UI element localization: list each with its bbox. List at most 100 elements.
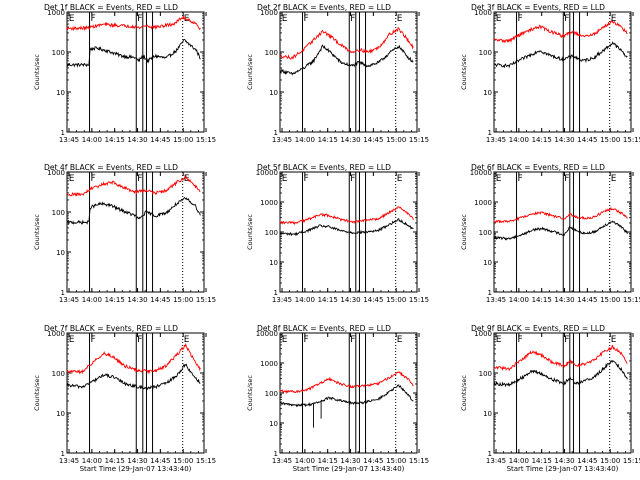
x-axis-label: Start Time (29-Jan-07 13:43:40) [507, 465, 619, 473]
x-tick-label: 15:15 [196, 136, 216, 144]
interval-mark-label: E [496, 335, 502, 345]
y-axis: 1 10 100 1000 [474, 9, 631, 137]
x-tick-label: 14:45 [577, 136, 597, 144]
interval-mark-label: E [282, 14, 288, 24]
series-line-lld [493, 344, 628, 372]
x-tick-label: 14:15 [105, 136, 125, 144]
x-tick-label: 15:00 [600, 296, 620, 304]
x-tick-label: 14:30 [554, 296, 574, 304]
x-tick-label: 15:15 [623, 296, 640, 304]
chart-panel-det-5: Det 5f BLACK = Events, RED = LLD 1 10 100 10… [246, 163, 429, 304]
interval-mark-label: E [282, 335, 288, 345]
x-axis-label: Start Time (29-Jan-07 13:43:40) [80, 465, 192, 473]
x-tick-label: 14:00 [295, 136, 315, 144]
x-tick-label: 14:45 [363, 457, 383, 465]
x-tick-label: 14:00 [82, 457, 102, 465]
x-tick-label: 14:30 [340, 296, 360, 304]
y-tick-label: 10000 [256, 330, 278, 338]
x-tick-label: 15:00 [386, 457, 406, 465]
x-tick-label: 14:00 [295, 296, 315, 304]
x-tick-label: 14:00 [295, 457, 315, 465]
y-tick-label: 100 [52, 49, 65, 57]
y-tick-label: 10 [483, 89, 492, 97]
interval-mark-label: F [350, 174, 355, 184]
series-line-events [66, 38, 201, 68]
x-tick-label: 14:45 [577, 296, 597, 304]
y-tick-label: 1 [488, 450, 492, 458]
x-tick-label: 14:30 [127, 136, 147, 144]
x-tick-label: 13:45 [59, 296, 79, 304]
chart-panel-det-7: Det 7f BLACK = Events, RED = LLD 1 10 100 10… [33, 324, 216, 473]
panel-title: Det 3f BLACK = Events, RED = LLD [471, 3, 605, 12]
interval-mark-label: E [611, 174, 617, 184]
x-tick-label: 14:30 [554, 136, 574, 144]
interval-mark-label: E [611, 335, 617, 345]
y-tick-label: 1000 [260, 360, 278, 368]
x-tick-label: 13:45 [272, 136, 292, 144]
y-tick-label: 1 [488, 289, 492, 297]
interval-mark-label: E [397, 14, 403, 24]
x-tick-label: 14:30 [340, 457, 360, 465]
x-tick-label: 14:45 [150, 136, 170, 144]
x-axis-label: Start Time (29-Jan-07 13:43:40) [293, 465, 405, 473]
interval-mark-label: F [304, 14, 309, 24]
plot-frame [493, 11, 632, 133]
y-tick-label: 10000 [256, 169, 278, 177]
y-axis-label: Counts/sec [33, 214, 41, 250]
y-tick-label: 1000 [47, 330, 65, 338]
interval-mark-label: E [397, 174, 403, 184]
y-tick-label: 1000 [260, 199, 278, 207]
x-tick-label: 14:15 [318, 136, 338, 144]
plot-frame [493, 171, 632, 293]
series-line-events [279, 384, 414, 408]
interval-mark-label: F [518, 14, 523, 24]
y-axis-label: Counts/sec [460, 214, 468, 250]
chart-panel-det-8: Det 8f BLACK = Events, RED = LLD 1 10 100 10… [246, 324, 429, 473]
interval-mark-label: F [304, 174, 309, 184]
y-tick-label: 1 [274, 450, 278, 458]
y-axis: 1 10 100 1000 10000 [470, 169, 631, 297]
interval-mark-label: F [518, 174, 523, 184]
x-tick-label: 14:00 [509, 136, 529, 144]
y-axis: 1 10 100 1000 10000 [256, 330, 417, 458]
interval-mark-label: F [518, 335, 523, 345]
y-tick-label: 1 [61, 129, 65, 137]
interval-mark-label: E [496, 174, 502, 184]
plot-frame [493, 332, 632, 454]
x-tick-label: 14:15 [105, 457, 125, 465]
panel-title: Det 6f BLACK = Events, RED = LLD [471, 163, 605, 172]
y-tick-label: 100 [479, 229, 492, 237]
y-axis-label: Counts/sec [460, 375, 468, 411]
x-tick-label: 14:00 [82, 136, 102, 144]
interval-mark-label: E [69, 174, 75, 184]
interval-mark-label: F [137, 14, 142, 24]
x-tick-label: 13:45 [59, 136, 79, 144]
x-tick-label: 14:45 [577, 457, 597, 465]
panel-title: Det 8f BLACK = Events, RED = LLD [257, 324, 391, 333]
x-tick-label: 15:00 [600, 457, 620, 465]
x-tick-label: 15:00 [173, 457, 193, 465]
y-axis-label: Counts/sec [460, 54, 468, 90]
x-tick-label: 13:45 [486, 296, 506, 304]
chart-panel-det-4: Det 4f BLACK = Events, RED = LLD 1 10 100 10… [33, 163, 216, 304]
interval-mark-label: F [137, 335, 142, 345]
x-tick-label: 13:45 [272, 457, 292, 465]
x-tick-label: 14:00 [509, 296, 529, 304]
x-tick-label: 14:45 [363, 296, 383, 304]
series-line-events [66, 363, 201, 391]
series-line-lld [493, 206, 628, 224]
y-axis: 1 10 100 1000 [260, 9, 417, 137]
y-tick-label: 100 [265, 229, 278, 237]
plot-frame [279, 11, 418, 133]
interval-mark-label: F [91, 14, 96, 24]
x-tick-label: 14:30 [127, 296, 147, 304]
y-axis-label: Counts/sec [246, 375, 254, 411]
x-tick-label: 14:45 [150, 296, 170, 304]
series-line-lld [279, 205, 414, 226]
